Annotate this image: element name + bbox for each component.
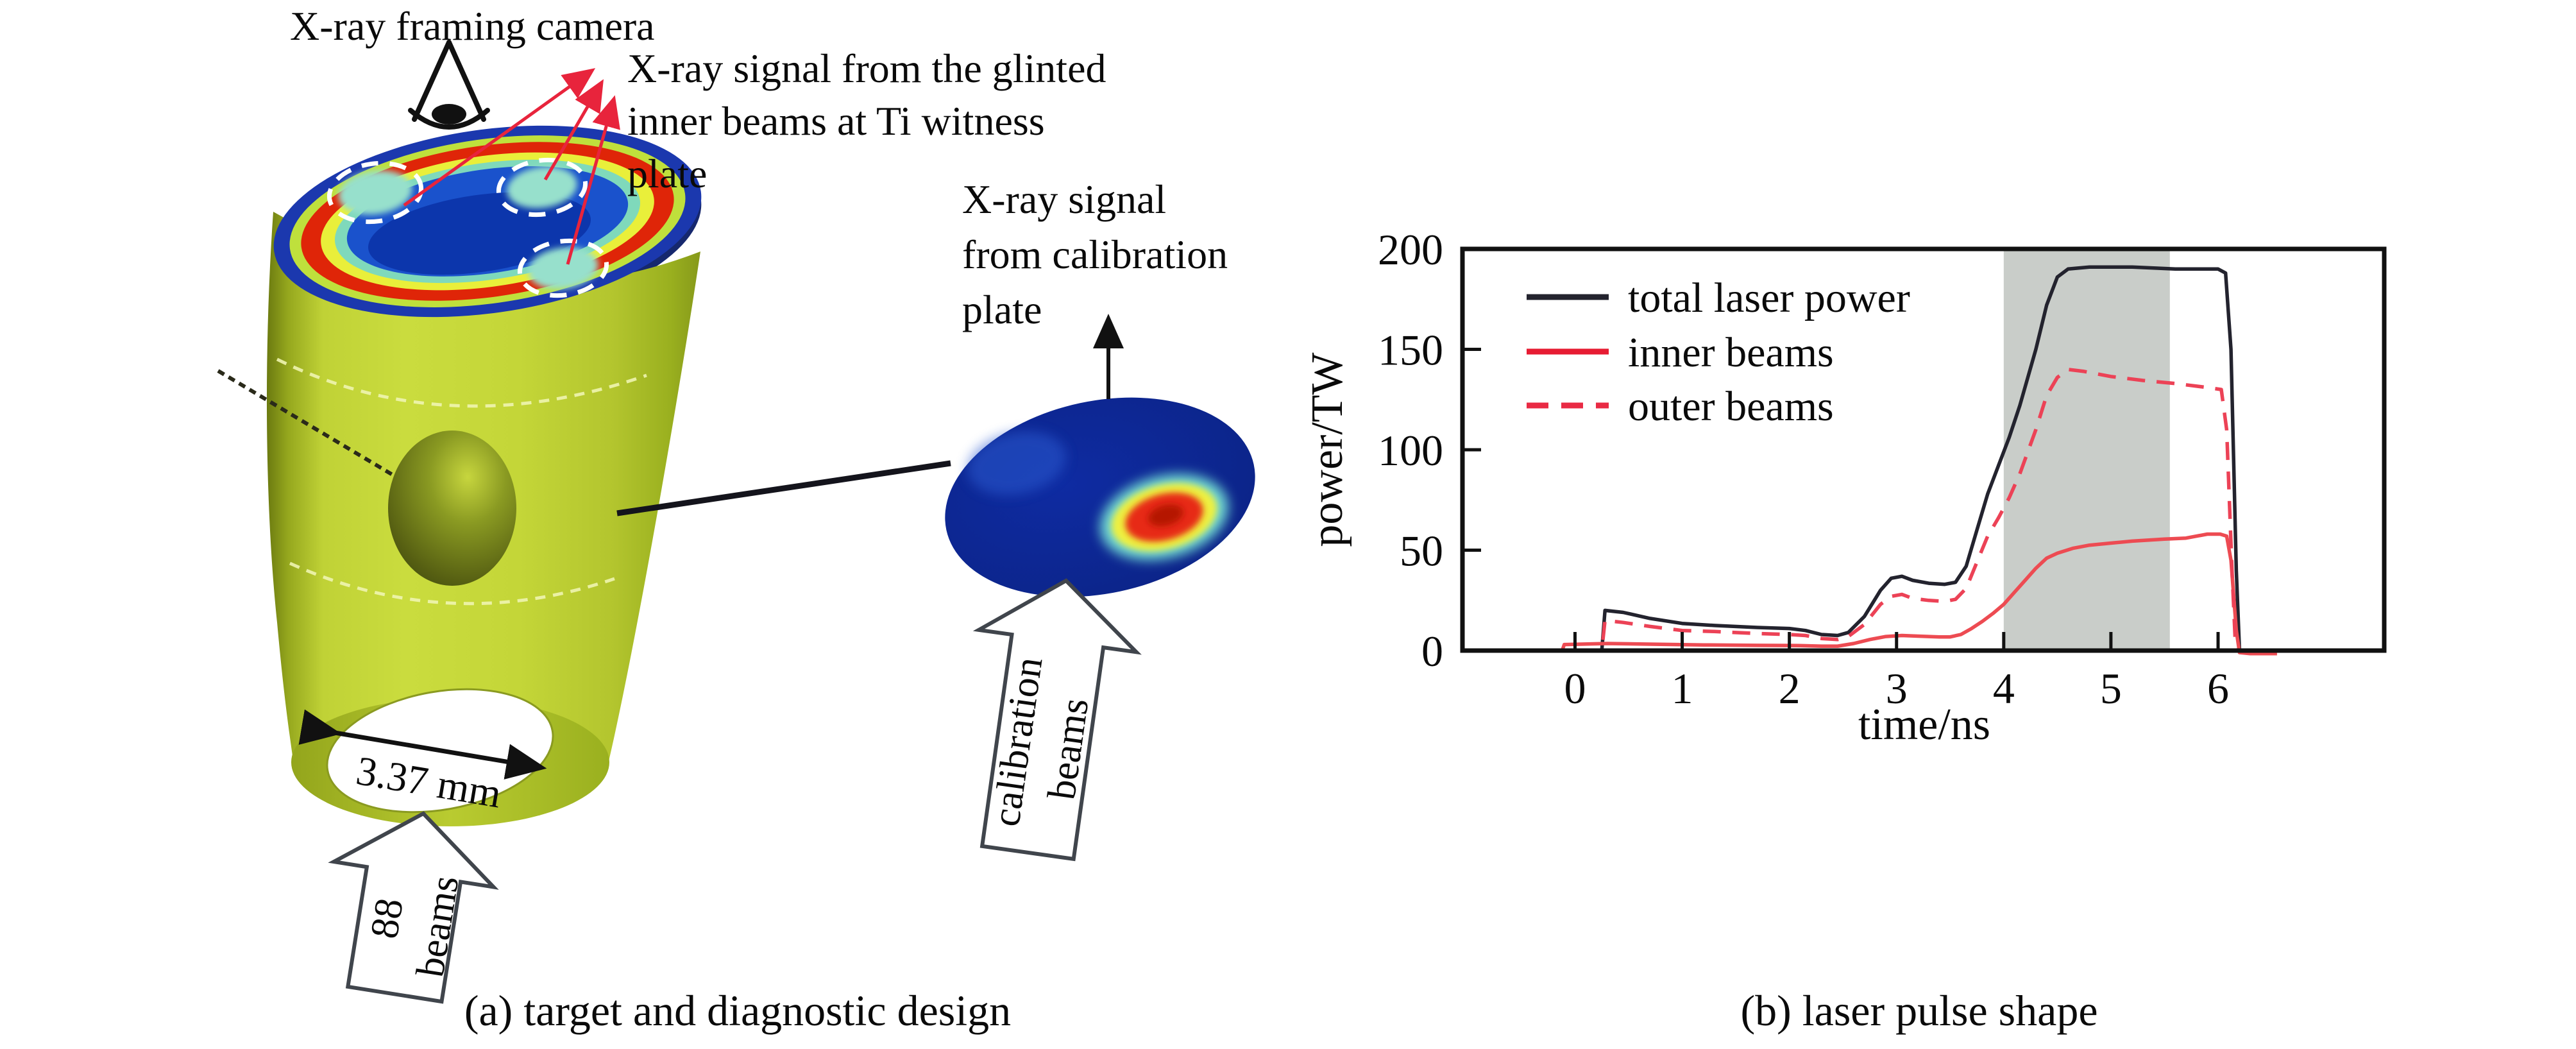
panel-a-caption: (a) target and diagnostic design <box>464 986 1011 1035</box>
x-tick-label: 3 <box>1886 664 1908 713</box>
panel-b-chart: 0 1 2 3 4 5 6 0 50 100 150 200 power/TW time/ns tot… <box>1303 225 2387 1035</box>
camera-label: X-ray framing camera <box>290 3 655 49</box>
x-tick-label: 4 <box>1993 664 2015 713</box>
glint-dashed-circle <box>326 160 424 225</box>
x-tick-label: 0 <box>1564 664 1586 713</box>
glint-dashed-circle <box>517 238 609 298</box>
eye-icon <box>408 40 490 130</box>
curve-total-laser-power <box>1554 265 2242 652</box>
calibration-beams-arrow <box>972 578 1142 862</box>
capsule-sphere <box>388 431 516 586</box>
plate-hotspot <box>1100 473 1228 561</box>
y-tick-label: 150 <box>1378 326 1443 375</box>
svg-text:88: 88 <box>362 895 412 941</box>
panel-b-caption: (b) laser pulse shape <box>1740 986 2097 1035</box>
glint-annotation-arrows <box>403 68 620 265</box>
plate-stalk-rod <box>616 460 951 516</box>
y-tick-label: 100 <box>1378 426 1443 475</box>
curve-outer-beams <box>1554 368 2239 652</box>
fill-tube-wire <box>217 369 394 477</box>
x-tick-label: 1 <box>1672 664 1693 713</box>
shaded-time-band <box>2003 251 2170 649</box>
legend-label-inner: inner beams <box>1628 329 1834 376</box>
y-tick-label: 0 <box>1421 627 1443 676</box>
plot-frame <box>1460 246 2387 653</box>
axis-ticks <box>1464 348 2220 649</box>
svg-text:plate: plate <box>962 287 1042 332</box>
y-tick-label: 50 <box>1400 527 1443 576</box>
x-tick-label: 6 <box>2207 664 2229 713</box>
calibration-signal-label: X-ray signal from calibration plate <box>962 176 1228 332</box>
x-tick-label: 5 <box>2100 664 2122 713</box>
curve-inner-beams <box>1560 532 2277 656</box>
svg-text:X-ray signal from the glinted: X-ray signal from the glinted <box>627 46 1106 91</box>
svg-text:X-ray signal: X-ray signal <box>962 176 1166 222</box>
chart-curves <box>1554 265 2277 656</box>
svg-text:inner beams at Ti witness: inner beams at Ti witness <box>627 98 1045 144</box>
body-ring-arc-lower <box>289 561 615 606</box>
legend-label-total: total laser power <box>1628 275 1910 321</box>
chart-legend: total laser power inner beams outer beam… <box>1527 275 1910 430</box>
svg-text:from calibration: from calibration <box>962 232 1228 277</box>
beams-88-arrow <box>328 811 499 1004</box>
panel-a-target-diagram: X-ray framing camera <box>217 3 1255 1035</box>
x-tick-label: 2 <box>1779 664 1801 713</box>
y-tick-label: 200 <box>1378 225 1443 274</box>
y-axis-title: power/TW <box>1303 352 1352 547</box>
body-ring-arc-upper <box>276 357 647 408</box>
svg-text:plate: plate <box>627 151 707 196</box>
x-axis-title: time/ns <box>1858 700 1990 749</box>
glint-label: X-ray signal from the glinted inner beam… <box>627 46 1106 196</box>
glint-spots <box>326 157 609 298</box>
glint-dashed-circle <box>496 157 588 217</box>
calibration-plate <box>945 397 1255 597</box>
legend-label-outer: outer beams <box>1628 383 1834 430</box>
axis-tick-labels: 0 1 2 3 4 5 6 0 50 100 150 200 <box>1378 225 2229 713</box>
